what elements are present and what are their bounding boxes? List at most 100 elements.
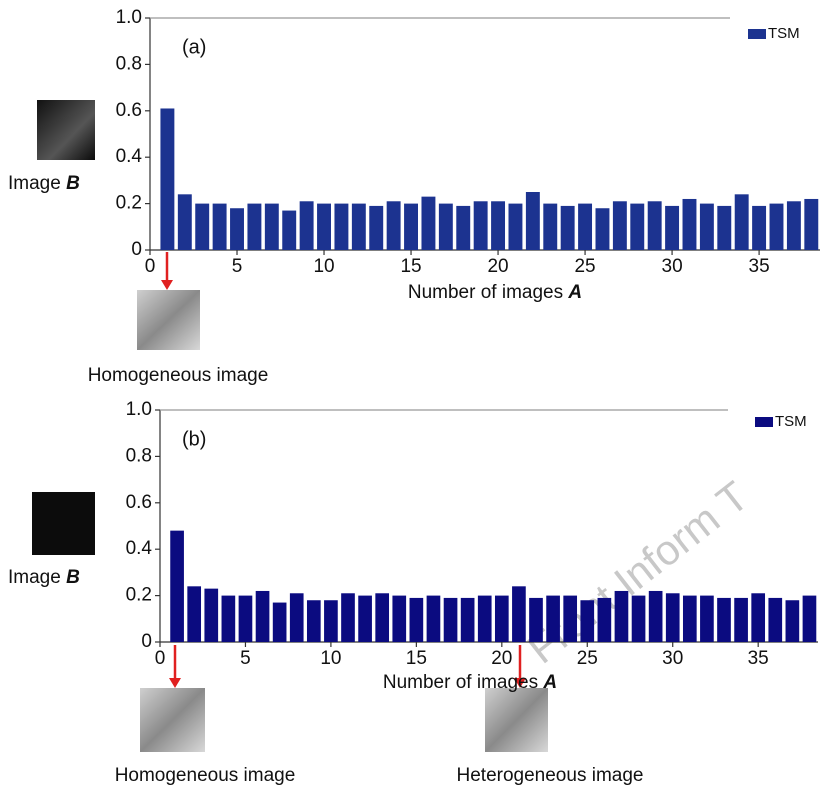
y-tick-label: 0.2 xyxy=(126,585,152,606)
bar xyxy=(734,194,749,250)
x-tick-label: 30 xyxy=(662,256,683,277)
bar xyxy=(491,201,506,250)
image-b-thumbnail xyxy=(37,100,95,160)
x-tick-label: 5 xyxy=(232,256,243,277)
x-tick-label: 25 xyxy=(574,256,595,277)
x-tick-label: 25 xyxy=(577,648,598,669)
heterogeneous-thumbnail xyxy=(485,688,548,752)
bar xyxy=(264,203,279,250)
bar xyxy=(324,600,338,642)
bar xyxy=(665,593,680,642)
bar xyxy=(648,590,663,642)
bar xyxy=(221,595,236,642)
bar xyxy=(512,586,526,642)
x-axis-label-text: Number of images xyxy=(408,282,563,303)
x-tick-label: 20 xyxy=(491,648,512,669)
panel-label: (a) xyxy=(182,36,206,58)
arrow-head xyxy=(161,280,173,290)
y-tick-label: 0.4 xyxy=(126,538,153,559)
y-tick-label: 0.8 xyxy=(116,53,142,74)
homogeneous-thumbnail xyxy=(140,688,205,752)
legend-swatch xyxy=(755,417,773,427)
image-label: Image B xyxy=(8,567,80,588)
annotation: Homogeneous image xyxy=(115,765,296,786)
bar xyxy=(306,600,321,642)
bar xyxy=(768,597,783,642)
bar xyxy=(460,597,475,642)
bar xyxy=(187,586,202,642)
bar xyxy=(230,208,244,250)
image-label-text: Image xyxy=(8,173,61,194)
bar xyxy=(404,203,418,250)
bar xyxy=(421,196,436,250)
panel-label: (b) xyxy=(182,428,206,450)
bar xyxy=(204,588,219,642)
image-label-text: Image xyxy=(8,567,61,588)
bar xyxy=(334,203,349,250)
bar xyxy=(580,600,595,642)
bar xyxy=(443,597,458,642)
x-tick-label: 35 xyxy=(749,256,770,277)
y-tick-label: 0.6 xyxy=(116,100,142,121)
bar xyxy=(392,595,407,642)
bar xyxy=(786,201,801,250)
x-tick-label: 20 xyxy=(487,256,508,277)
bar xyxy=(341,593,355,642)
y-tick-label: 1.0 xyxy=(126,399,152,420)
y-tick-label: 0.2 xyxy=(116,193,142,214)
bar xyxy=(170,530,184,642)
x-tick-label: 15 xyxy=(400,256,421,277)
x-axis-label-var: A xyxy=(542,672,557,693)
bar xyxy=(473,201,488,250)
x-tick-label: 0 xyxy=(155,648,166,669)
bar xyxy=(299,201,314,250)
bar xyxy=(563,595,578,642)
homogeneous-thumbnail xyxy=(137,290,200,350)
bar xyxy=(647,201,662,250)
y-tick-label: 0.4 xyxy=(116,146,143,167)
bar xyxy=(426,595,441,642)
bar xyxy=(769,203,784,250)
bar xyxy=(597,597,612,642)
y-tick-label: 1.0 xyxy=(116,7,142,28)
bar xyxy=(177,194,192,250)
bar xyxy=(682,595,697,642)
bar xyxy=(699,203,714,250)
bar xyxy=(752,205,767,250)
bar xyxy=(717,205,732,250)
bar xyxy=(595,208,610,250)
image-label: Image B xyxy=(8,173,80,194)
bar xyxy=(289,593,304,642)
bar xyxy=(386,201,401,250)
bar xyxy=(494,595,509,642)
x-tick-label: 10 xyxy=(320,648,341,669)
bar xyxy=(525,192,540,250)
bar xyxy=(802,595,817,642)
x-axis-label-text: Number of images xyxy=(383,672,538,693)
y-tick-label: 0.8 xyxy=(126,445,152,466)
y-tick-label: 0 xyxy=(141,631,152,652)
bar xyxy=(508,203,523,250)
bar xyxy=(369,205,384,250)
arrow-head xyxy=(169,678,181,688)
bar xyxy=(717,597,731,642)
x-tick-label: 5 xyxy=(240,648,251,669)
x-tick-label: 10 xyxy=(313,256,334,277)
legend-label: TSM xyxy=(768,25,800,42)
bar xyxy=(578,203,593,250)
bar xyxy=(631,595,646,642)
annotation: Heterogeneous image xyxy=(457,765,644,786)
bar xyxy=(543,203,558,250)
bar xyxy=(612,201,627,250)
bar xyxy=(614,590,629,642)
bar xyxy=(212,203,227,250)
bar xyxy=(351,203,366,250)
bar xyxy=(409,597,424,642)
image-label-var: B xyxy=(66,567,80,588)
bar xyxy=(317,203,331,250)
x-axis-label: Number of images A xyxy=(383,672,557,693)
bar xyxy=(358,595,372,642)
bar xyxy=(247,203,262,250)
bar xyxy=(272,602,287,642)
